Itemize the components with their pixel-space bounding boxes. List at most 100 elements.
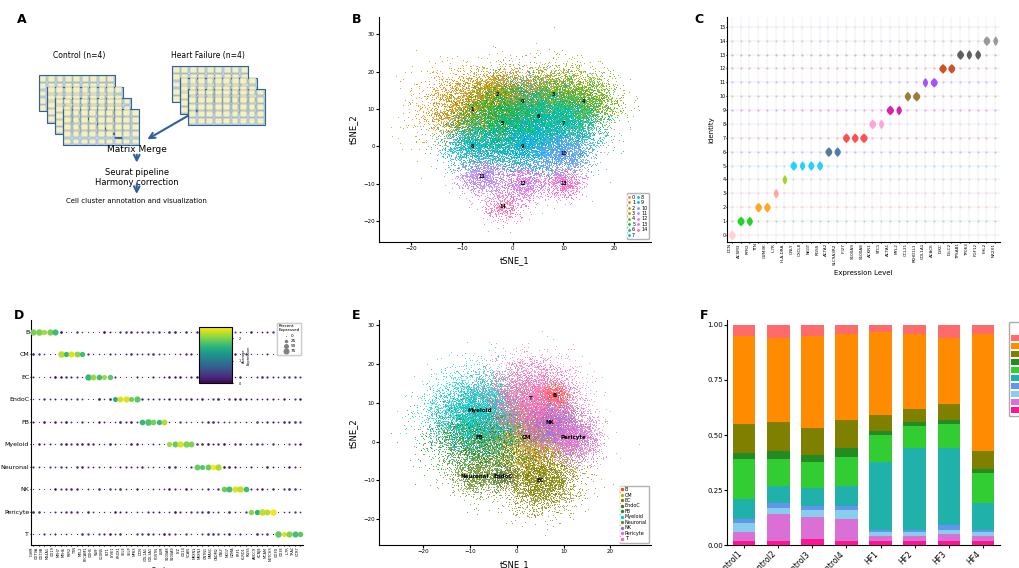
Point xyxy=(488,432,504,441)
Point xyxy=(466,410,482,419)
Point xyxy=(487,474,503,483)
Point xyxy=(452,139,469,148)
Point xyxy=(510,118,526,127)
Point xyxy=(546,389,562,398)
Point xyxy=(492,105,508,114)
Point xyxy=(469,119,485,128)
Point xyxy=(531,133,547,143)
Point xyxy=(549,426,566,435)
Point xyxy=(560,414,577,423)
Point xyxy=(553,102,570,111)
Point xyxy=(454,431,471,440)
Point xyxy=(451,118,468,127)
Point xyxy=(489,425,505,434)
Point xyxy=(459,410,475,419)
Point xyxy=(502,424,519,433)
Point xyxy=(503,374,520,383)
Point xyxy=(527,396,543,406)
Point xyxy=(524,127,540,136)
Point xyxy=(510,93,526,102)
Point xyxy=(582,475,598,484)
Point xyxy=(525,412,541,421)
Point xyxy=(525,473,541,482)
Point xyxy=(495,476,512,485)
Point xyxy=(545,87,561,96)
Point xyxy=(566,115,582,124)
Point xyxy=(584,85,600,94)
Point xyxy=(570,428,586,437)
Point xyxy=(530,105,546,114)
Point xyxy=(564,77,580,86)
Point xyxy=(527,78,543,87)
Point xyxy=(493,463,510,472)
Point xyxy=(468,433,484,442)
Point xyxy=(571,116,587,126)
Point xyxy=(474,446,490,456)
Point xyxy=(464,356,480,365)
Point xyxy=(507,132,524,141)
Point xyxy=(521,487,537,496)
Point xyxy=(482,154,498,164)
Point xyxy=(496,94,513,103)
Point xyxy=(540,174,556,183)
Point xyxy=(527,111,543,120)
Point xyxy=(552,72,569,81)
Point xyxy=(538,89,554,98)
Point xyxy=(511,407,527,416)
Point xyxy=(557,428,574,437)
Point xyxy=(491,470,507,479)
Point xyxy=(510,133,526,142)
Point xyxy=(555,110,572,119)
Point xyxy=(538,364,554,373)
Point xyxy=(551,467,568,477)
Point xyxy=(561,449,578,458)
Point xyxy=(518,453,534,462)
Point xyxy=(530,96,546,105)
Point xyxy=(500,421,517,431)
Point xyxy=(476,407,492,416)
Point xyxy=(494,157,511,166)
Point xyxy=(467,98,483,107)
Point xyxy=(489,98,505,107)
Point xyxy=(533,431,549,440)
Point xyxy=(550,457,567,466)
Point xyxy=(518,145,534,154)
Point xyxy=(536,123,552,132)
Point xyxy=(500,140,517,149)
Point xyxy=(506,197,523,206)
Point xyxy=(445,424,462,433)
Point xyxy=(481,416,497,425)
Point xyxy=(539,462,555,471)
Point xyxy=(594,93,610,102)
Point xyxy=(487,392,503,401)
Point xyxy=(539,438,555,447)
Point xyxy=(544,473,560,482)
Point xyxy=(514,108,530,117)
Point xyxy=(478,174,494,183)
Point xyxy=(477,135,493,144)
Point xyxy=(547,103,564,112)
Point xyxy=(488,95,504,104)
Point xyxy=(526,411,542,420)
Point xyxy=(522,423,538,432)
Point xyxy=(497,396,514,406)
Point xyxy=(520,117,536,126)
Point xyxy=(533,127,549,136)
Point xyxy=(558,107,575,116)
Point xyxy=(552,109,569,118)
Point xyxy=(556,427,573,436)
Point xyxy=(450,474,467,483)
Point xyxy=(526,97,542,106)
Point xyxy=(539,395,555,404)
Point xyxy=(511,185,527,194)
Point xyxy=(493,431,510,440)
Point xyxy=(507,78,524,87)
Point xyxy=(486,487,502,496)
Point xyxy=(503,206,520,215)
Point xyxy=(475,393,491,402)
Point xyxy=(291,485,308,494)
Point xyxy=(567,415,583,424)
Point xyxy=(505,94,522,103)
Point xyxy=(566,113,582,122)
Point xyxy=(553,139,570,148)
